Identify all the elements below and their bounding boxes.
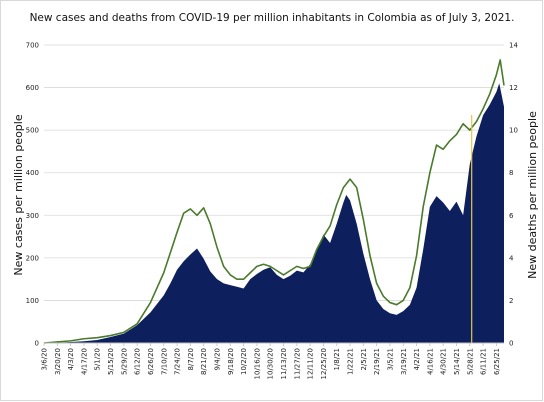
x-tick-label: 4/16/21 (426, 348, 434, 375)
chart-title: New cases and deaths from COVID-19 per m… (30, 12, 515, 24)
cases-area (44, 83, 504, 343)
y-tick-label: 300 (26, 212, 39, 220)
x-tick-label: 9/4/20 (213, 348, 221, 371)
x-tick-label: 5/29/20 (120, 348, 128, 375)
y-tick-label: 100 (26, 297, 39, 305)
x-tick-label: 10/2/20 (240, 348, 248, 375)
x-tick-label: 7/10/20 (160, 348, 168, 375)
x-tick-label: 5/15/20 (107, 348, 115, 375)
x-tick-label: 5/1/20 (94, 348, 102, 371)
x-tick-label: 6/26/20 (147, 348, 155, 375)
x-tick-labels: 3/6/20 3/20/20 4/3/20 4/17/20 5/1/20 5/15/20 5… (41, 343, 501, 379)
y-tick-label: 0 (35, 340, 39, 348)
right-y-tick-labels: 0 2 4 6 8 10 12 14 (509, 42, 518, 348)
x-tick-label: 5/14/21 (453, 348, 461, 375)
x-tick-label: 4/30/21 (440, 348, 448, 375)
x-tick-label: 4/17/20 (80, 348, 88, 375)
x-tick-label: 3/5/21 (386, 348, 394, 371)
x-tick-label: 12/11/20 (307, 348, 315, 379)
y-tick-label: 200 (26, 254, 39, 262)
x-tick-label: 8/7/20 (187, 348, 195, 371)
y-axis-title: New cases per million people (12, 114, 25, 275)
x-tick-label: 3/20/20 (54, 348, 62, 375)
x-tick-label: 11/27/20 (293, 348, 301, 379)
cases-area-series (44, 83, 504, 343)
y2-axis-title: New deaths per million people (526, 111, 539, 279)
x-tick-label: 1/22/21 (347, 348, 355, 375)
y-tick-label: 700 (26, 42, 39, 50)
left-y-tick-labels: 0 100 200 300 400 500 600 700 (26, 42, 39, 348)
y2-tick-label: 4 (509, 254, 514, 262)
x-tick-label: 10/16/20 (253, 348, 261, 379)
x-tick-label: 5/28/21 (466, 348, 474, 375)
x-tick-label: 2/5/21 (360, 348, 368, 371)
deaths-line-series (43, 59, 505, 344)
y2-tick-label: 2 (509, 297, 513, 305)
x-tick-label: 6/25/21 (493, 348, 501, 375)
x-tick-label: 6/11/21 (480, 348, 488, 375)
x-tick-label: 3/6/20 (41, 348, 49, 371)
x-tick-label: 6/12/20 (134, 348, 142, 375)
y-tick-label: 500 (26, 127, 39, 135)
deaths-line (43, 59, 505, 344)
x-tick-label: 12/25/20 (320, 348, 328, 379)
x-tick-label: 9/18/20 (227, 348, 235, 375)
y2-tick-label: 10 (509, 127, 518, 135)
y2-tick-label: 0 (509, 340, 513, 348)
y2-tick-label: 6 (509, 212, 514, 220)
y-tick-label: 400 (26, 169, 39, 177)
x-tick-label: 3/19/21 (400, 348, 408, 375)
y-tick-label: 600 (26, 84, 39, 92)
x-tick-label: 8/21/20 (200, 348, 208, 375)
y2-tick-label: 14 (509, 42, 518, 50)
y2-tick-label: 8 (509, 169, 513, 177)
x-tick-label: 11/13/20 (280, 348, 288, 379)
x-tick-label: 7/24/20 (174, 348, 182, 375)
x-tick-label: 1/8/21 (333, 348, 341, 371)
x-tick-label: 4/2/21 (413, 348, 421, 371)
x-tick-label: 4/3/20 (67, 348, 75, 371)
x-tick-label: 2/19/21 (373, 348, 381, 375)
y2-tick-label: 12 (509, 84, 518, 92)
x-tick-label: 10/30/20 (267, 348, 275, 379)
